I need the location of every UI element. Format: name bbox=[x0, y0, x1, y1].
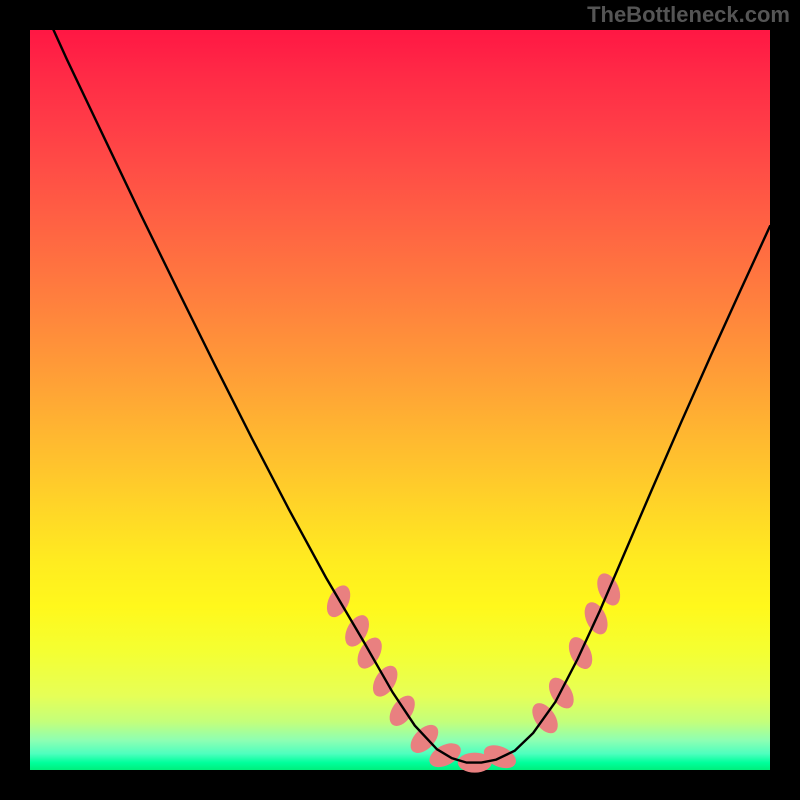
markers-group bbox=[322, 570, 625, 773]
chart-overlay bbox=[0, 0, 800, 800]
bottleneck-curve bbox=[30, 0, 770, 763]
watermark-text: TheBottleneck.com bbox=[587, 2, 790, 28]
chart-root: TheBottleneck.com bbox=[0, 0, 800, 800]
